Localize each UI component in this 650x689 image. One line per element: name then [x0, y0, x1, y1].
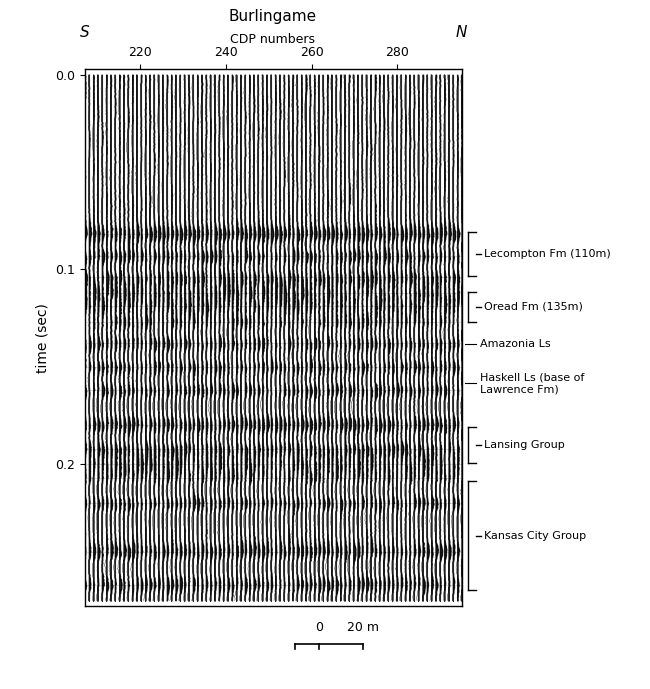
Text: Oread Fm (135m): Oread Fm (135m) — [484, 302, 582, 311]
Text: 0: 0 — [315, 621, 323, 634]
Text: Kansas City Group: Kansas City Group — [484, 531, 586, 541]
Y-axis label: time (sec): time (sec) — [35, 302, 49, 373]
Text: Burlingame: Burlingame — [229, 9, 317, 24]
Text: Amazonia Ls: Amazonia Ls — [480, 338, 551, 349]
Text: Haskell Ls (base of
Lawrence Fm): Haskell Ls (base of Lawrence Fm) — [480, 373, 584, 394]
Text: Lecompton Fm (110m): Lecompton Fm (110m) — [484, 249, 610, 259]
Text: 20 m: 20 m — [346, 621, 379, 634]
Text: S: S — [80, 25, 89, 40]
X-axis label: CDP numbers: CDP numbers — [231, 33, 315, 46]
Text: N: N — [456, 25, 467, 40]
Text: Lansing Group: Lansing Group — [484, 440, 564, 450]
